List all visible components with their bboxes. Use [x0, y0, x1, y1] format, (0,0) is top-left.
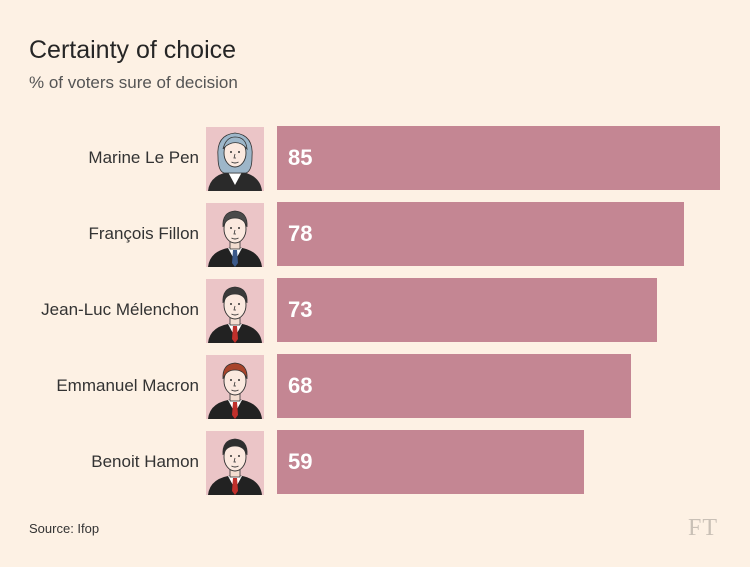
- portrait-jean-luc-melenchon: [206, 279, 264, 343]
- category-label: Emmanuel Macron: [56, 376, 199, 395]
- category-label: Marine Le Pen: [88, 148, 199, 167]
- bar-row-jean-luc-melenchon: Jean-Luc Mélenchon 73: [0, 278, 750, 343]
- bar-row-emmanuel-macron: Emmanuel Macron 68: [0, 354, 750, 419]
- bar-row-francois-fillon: François Fillon 78: [0, 202, 750, 267]
- chart-title: Certainty of choice: [29, 36, 237, 64]
- bar: [277, 278, 657, 342]
- data-label: 59: [288, 449, 313, 474]
- category-label: Jean-Luc Mélenchon: [41, 300, 199, 319]
- portrait-marine-le-pen: [206, 127, 264, 191]
- source-note: Source: Ifop: [29, 521, 100, 536]
- bar-row-marine-le-pen: Marine Le Pen 85: [0, 126, 750, 191]
- bar-row-benoit-hamon: Benoit Hamon 59: [0, 430, 750, 495]
- bar: [277, 430, 584, 494]
- data-label: 73: [288, 297, 313, 322]
- portrait-emmanuel-macron: [206, 355, 264, 419]
- chart-subtitle: % of voters sure of decision: [29, 73, 238, 92]
- data-label: 85: [288, 145, 313, 170]
- category-label: François Fillon: [88, 224, 199, 243]
- portrait-benoit-hamon: [206, 431, 264, 495]
- portrait-francois-fillon: [206, 203, 264, 267]
- data-label: 68: [288, 373, 313, 398]
- category-label: Benoit Hamon: [91, 452, 199, 471]
- bar: [277, 202, 684, 266]
- data-label: 78: [288, 221, 313, 246]
- bar: [277, 354, 631, 418]
- ft-logo: FT: [688, 515, 719, 541]
- bar: [277, 126, 720, 190]
